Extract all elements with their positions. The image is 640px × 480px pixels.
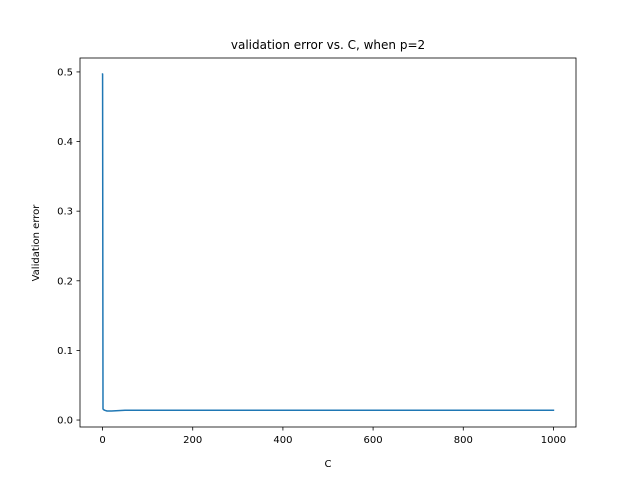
x-tick-label: 600 — [364, 435, 383, 446]
y-tick-label: 0.3 — [57, 207, 73, 218]
y-tick-label: 0.4 — [57, 137, 73, 148]
x-axis-label: C — [325, 459, 332, 470]
plot-frame — [79, 57, 577, 428]
y-axis-label: Validation error — [31, 204, 42, 282]
series-line-0 — [101, 73, 555, 412]
chart-title: validation error vs. C, when p=2 — [231, 38, 425, 52]
y-tick-label: 0.5 — [57, 67, 73, 78]
y-tick-label: 0.1 — [57, 346, 73, 357]
y-tick-label: 0.0 — [57, 416, 73, 427]
x-tick-label: 0 — [99, 435, 105, 446]
x-tick-label: 800 — [454, 435, 473, 446]
x-tick-label: 1000 — [541, 435, 566, 446]
plot-area: 0 200 400 600 800 1000 0.0 0.1 0.2 0.3 0.4 0.5 — [57, 57, 577, 446]
x-tick-label: 400 — [273, 435, 292, 446]
y-tick-label: 0.2 — [57, 276, 73, 287]
x-tick-label: 200 — [183, 435, 202, 446]
